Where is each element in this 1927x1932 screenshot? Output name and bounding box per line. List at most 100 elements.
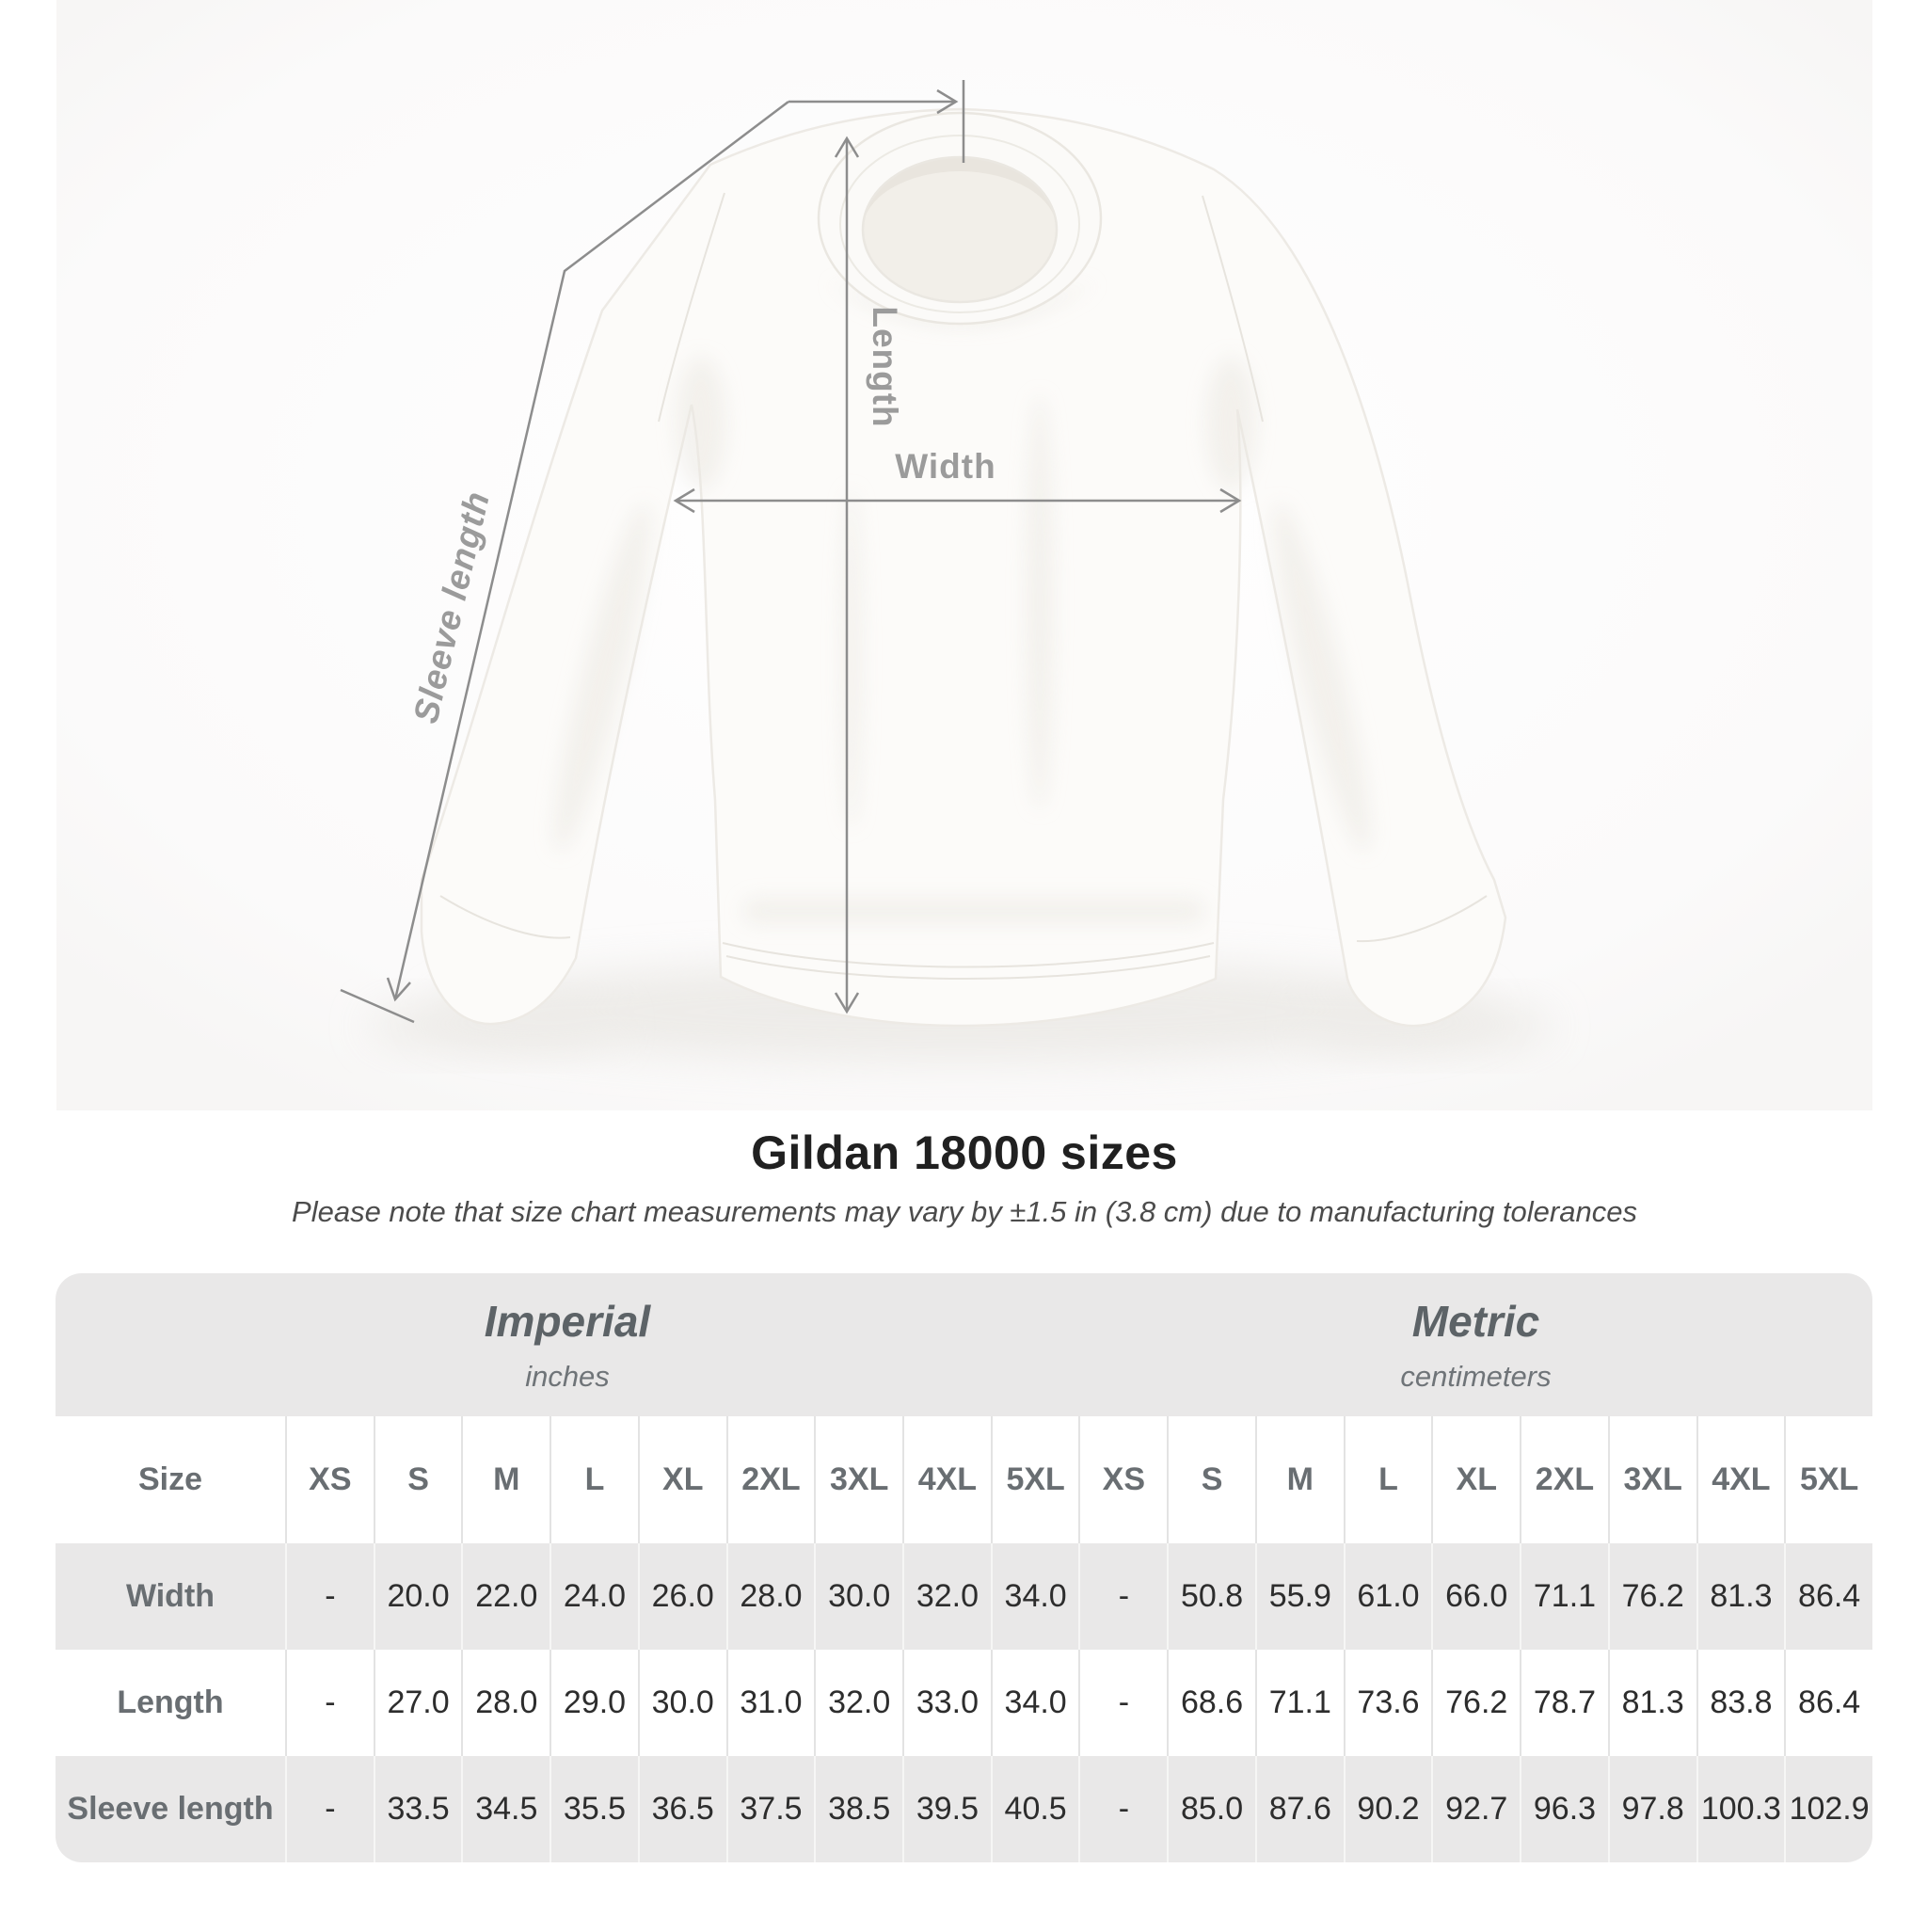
unit-group-metric: Metric centimeters <box>1079 1273 1872 1416</box>
table-cell: - <box>1078 1543 1168 1650</box>
table-cell: 102.9 <box>1784 1756 1872 1862</box>
collar <box>817 111 1103 326</box>
sleeve-length-arrow <box>340 101 789 1024</box>
table-cell: 71.1 <box>1254 1650 1344 1756</box>
size-header-imperial-3xl: 3XL <box>814 1416 903 1543</box>
size-header-metric-4xl: 4XL <box>1696 1416 1785 1543</box>
unit-band: Imperial inches Metric centimeters <box>56 1273 1872 1416</box>
table-cell: 66.0 <box>1431 1543 1521 1650</box>
table-cell: 32.0 <box>902 1543 991 1650</box>
measurement-annotations <box>340 80 1242 1024</box>
table-cell: 92.7 <box>1431 1756 1521 1862</box>
unit-group-imperial: Imperial inches <box>56 1273 1079 1416</box>
table-cell: 24.0 <box>549 1543 638 1650</box>
table-cell: - <box>1078 1756 1168 1862</box>
table-cell: 33.5 <box>373 1756 462 1862</box>
table-cell: 83.8 <box>1696 1650 1785 1756</box>
table-cell: 27.0 <box>373 1650 462 1756</box>
table-cell: 87.6 <box>1254 1756 1344 1862</box>
size-header-metric-2xl: 2XL <box>1520 1416 1608 1543</box>
table-cell: 55.9 <box>1254 1543 1344 1650</box>
table-cell: 61.0 <box>1343 1543 1432 1650</box>
table-cell: 97.8 <box>1607 1756 1696 1862</box>
table-cell: 76.2 <box>1607 1543 1696 1650</box>
size-header-imperial-s: S <box>373 1416 462 1543</box>
row-label-length: Length <box>56 1650 285 1756</box>
table-cell: 78.7 <box>1520 1650 1608 1756</box>
table-cell: - <box>285 1543 374 1650</box>
table-cell: 73.6 <box>1343 1650 1432 1756</box>
table-cell: 36.5 <box>637 1756 726 1862</box>
size-header-metric-xs: XS <box>1078 1416 1168 1543</box>
table-cell: 96.3 <box>1520 1756 1608 1862</box>
size-header-imperial-xs: XS <box>285 1416 374 1543</box>
size-header-imperial-2xl: 2XL <box>725 1416 815 1543</box>
table-cell: 29.0 <box>549 1650 638 1756</box>
metric-sublabel: centimeters <box>1400 1360 1552 1393</box>
width-arrow <box>673 487 1242 514</box>
table-cell: 85.0 <box>1167 1756 1255 1862</box>
table-cell: 86.4 <box>1784 1543 1872 1650</box>
size-header-imperial-l: L <box>549 1416 638 1543</box>
table-cell: 40.5 <box>990 1756 1079 1862</box>
size-header-metric-m: M <box>1254 1416 1344 1543</box>
table-cell: 34.5 <box>461 1756 550 1862</box>
fabric-shading <box>554 282 1370 923</box>
length-label: Length <box>866 306 904 427</box>
table-cell: 33.0 <box>902 1650 991 1756</box>
table-cell: - <box>285 1650 374 1756</box>
imperial-sublabel: inches <box>525 1360 610 1393</box>
table-cell: 100.3 <box>1696 1756 1785 1862</box>
size-header-imperial-4xl: 4XL <box>902 1416 991 1543</box>
size-header-metric-5xl: 5XL <box>1784 1416 1872 1543</box>
sweatshirt-photo <box>420 107 1507 1028</box>
size-header-metric-3xl: 3XL <box>1607 1416 1696 1543</box>
row-label-width: Width <box>56 1543 285 1650</box>
length-arrow <box>834 136 860 1014</box>
metric-label: Metric <box>1411 1297 1540 1346</box>
size-header-imperial-m: M <box>461 1416 550 1543</box>
size-header-imperial-5xl: 5XL <box>990 1416 1079 1543</box>
table-cell: 30.0 <box>814 1543 903 1650</box>
heading: Gildan 18000 sizes Please note that size… <box>56 1126 1872 1229</box>
table-cell: 81.3 <box>1607 1650 1696 1756</box>
table-cell: 81.3 <box>1696 1543 1785 1650</box>
table-cell: 50.8 <box>1167 1543 1255 1650</box>
table-cell: - <box>1078 1650 1168 1756</box>
row-label-sleeve-length: Sleeve length <box>56 1756 285 1862</box>
table-cell: 26.0 <box>637 1543 726 1650</box>
table-cell: 39.5 <box>902 1756 991 1862</box>
shoulder-arrow <box>788 80 965 163</box>
table-cell: 28.0 <box>461 1650 550 1756</box>
size-header-imperial-xl: XL <box>637 1416 726 1543</box>
table-cell: 76.2 <box>1431 1650 1521 1756</box>
table-cell: 28.0 <box>725 1543 815 1650</box>
imperial-label: Imperial <box>484 1297 651 1346</box>
table-cell: 71.1 <box>1520 1543 1608 1650</box>
table-cell: 86.4 <box>1784 1650 1872 1756</box>
page-title: Gildan 18000 sizes <box>751 1126 1178 1179</box>
table-cell: 31.0 <box>725 1650 815 1756</box>
table-cell: 22.0 <box>461 1543 550 1650</box>
table-cell: 20.0 <box>373 1543 462 1650</box>
table-cell: - <box>285 1756 374 1862</box>
table-cell: 30.0 <box>637 1650 726 1756</box>
table-cell: 37.5 <box>725 1756 815 1862</box>
table-cell: 34.0 <box>990 1650 1079 1756</box>
size-header-metric-l: L <box>1343 1416 1432 1543</box>
table-cell: 90.2 <box>1343 1756 1432 1862</box>
table-cell: 38.5 <box>814 1756 903 1862</box>
page-subtitle: Please note that size chart measurements… <box>292 1195 1637 1228</box>
width-label: Width <box>895 447 995 486</box>
sweatshirt-silhouette <box>420 107 1507 1028</box>
size-grid: Size XS S M L XL 2XL 3XL 4XL 5XL XS S M L XL 2XL 3XL 4XL 5… <box>56 1416 1872 1862</box>
size-column-header: Size <box>56 1416 285 1543</box>
table-cell: 32.0 <box>814 1650 903 1756</box>
size-header-metric-s: S <box>1167 1416 1255 1543</box>
table-cell: 35.5 <box>549 1756 638 1862</box>
size-header-metric-xl: XL <box>1431 1416 1521 1543</box>
size-table: Imperial inches Metric centimeters Size X… <box>56 1273 1872 1862</box>
seam-lines <box>439 192 1488 980</box>
